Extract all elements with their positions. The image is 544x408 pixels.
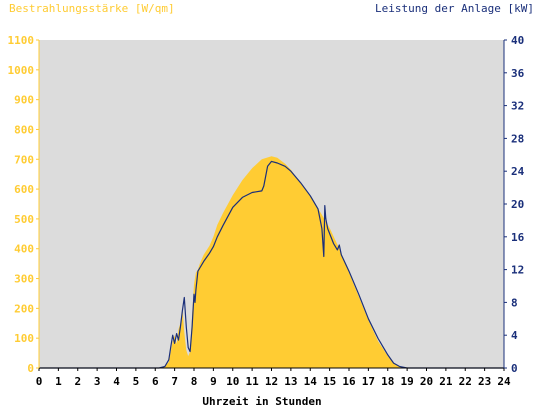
x-tick-label: 2 bbox=[74, 375, 81, 388]
x-tick-label: 16 bbox=[342, 375, 356, 388]
left-tick-label: 800 bbox=[14, 123, 34, 136]
x-tick-label: 24 bbox=[497, 375, 511, 388]
x-tick-label: 11 bbox=[246, 375, 260, 388]
x-tick-label: 23 bbox=[478, 375, 491, 388]
right-tick-label: 20 bbox=[511, 198, 524, 211]
x-tick-label: 15 bbox=[323, 375, 336, 388]
x-tick-label: 5 bbox=[133, 375, 140, 388]
x-axis-title: Uhrzeit in Stunden bbox=[202, 395, 321, 408]
right-tick-label: 40 bbox=[511, 34, 524, 47]
right-tick-label: 24 bbox=[511, 165, 525, 178]
x-tick-label: 7 bbox=[171, 375, 178, 388]
x-tick-label: 21 bbox=[439, 375, 453, 388]
left-tick-label: 900 bbox=[14, 94, 34, 107]
x-tick-label: 18 bbox=[381, 375, 394, 388]
x-tick-label: 14 bbox=[304, 375, 318, 388]
power-line bbox=[39, 160, 504, 369]
right-tick-label: 36 bbox=[511, 67, 525, 80]
axes-layer bbox=[36, 39, 507, 371]
series-layer bbox=[39, 156, 504, 369]
x-tick-label: 9 bbox=[210, 375, 217, 388]
x-tick-label: 22 bbox=[459, 375, 472, 388]
left-tick-label: 600 bbox=[14, 183, 34, 196]
left-tick-label: 300 bbox=[14, 273, 34, 286]
right-tick-label: 28 bbox=[511, 132, 524, 145]
x-tick-label: 1 bbox=[55, 375, 62, 388]
x-tick-label: 4 bbox=[113, 375, 120, 388]
x-tick-label: 0 bbox=[36, 375, 43, 388]
right-tick-label: 0 bbox=[511, 362, 518, 375]
x-tick-label: 8 bbox=[191, 375, 198, 388]
left-tick-label: 700 bbox=[14, 153, 34, 166]
x-tick-label: 20 bbox=[420, 375, 433, 388]
x-tick-label: 17 bbox=[362, 375, 375, 388]
left-tick-label: 400 bbox=[14, 243, 34, 256]
right-tick-label: 16 bbox=[511, 231, 525, 244]
right-tick-label: 32 bbox=[511, 100, 524, 113]
right-tick-label: 4 bbox=[511, 329, 518, 342]
left-tick-label: 1100 bbox=[8, 34, 35, 47]
left-tick-label: 200 bbox=[14, 302, 34, 315]
x-tick-label: 13 bbox=[284, 375, 297, 388]
right-axis-title: Leistung der Anlage [kW] bbox=[375, 2, 534, 15]
right-tick-label: 8 bbox=[511, 296, 518, 309]
left-tick-label: 100 bbox=[14, 332, 34, 345]
x-tick-label: 3 bbox=[94, 375, 101, 388]
tick-labels-layer: 0 1 2 3 4 5 6 7 8 9 10 11 12 13 14 15 16 17 18 19 20 21 22 23 24… bbox=[8, 34, 525, 388]
left-tick-label: 1000 bbox=[8, 64, 35, 77]
x-tick-label: 19 bbox=[401, 375, 414, 388]
left-axis-title: Bestrahlungsstärke [W/qm] bbox=[9, 2, 175, 15]
right-tick-label: 12 bbox=[511, 264, 524, 277]
left-tick-label: 0 bbox=[27, 362, 34, 375]
x-tick-label: 12 bbox=[265, 375, 278, 388]
x-tick-label: 6 bbox=[152, 375, 159, 388]
left-tick-label: 500 bbox=[14, 213, 34, 226]
x-tick-label: 10 bbox=[226, 375, 239, 388]
irradiance-area bbox=[39, 156, 504, 368]
